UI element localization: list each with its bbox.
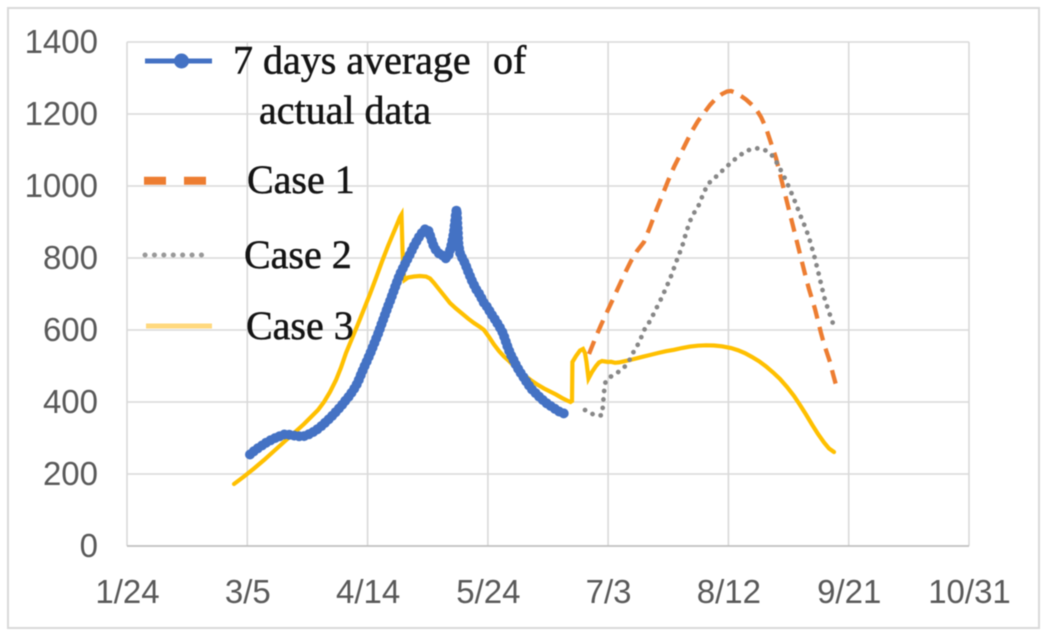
svg-text:1400: 1400 — [25, 23, 98, 60]
svg-text:Case 1: Case 1 — [247, 157, 355, 202]
svg-text:1200: 1200 — [25, 95, 98, 132]
svg-text:Case 2: Case 2 — [244, 232, 352, 277]
svg-text:200: 200 — [43, 455, 98, 492]
svg-text:actual data: actual data — [259, 88, 431, 133]
svg-text:9/21: 9/21 — [817, 573, 881, 610]
svg-text:400: 400 — [43, 383, 98, 420]
svg-text:0: 0 — [80, 527, 98, 564]
svg-text:3/5: 3/5 — [225, 573, 271, 610]
svg-text:4/14: 4/14 — [336, 573, 400, 610]
svg-text:7/3: 7/3 — [586, 573, 632, 610]
svg-text:5/24: 5/24 — [456, 573, 520, 610]
svg-text:7 days average: 7 days average — [233, 38, 471, 83]
svg-text:600: 600 — [43, 311, 98, 348]
svg-text:1/24: 1/24 — [95, 573, 159, 610]
svg-text:10/31: 10/31 — [928, 573, 1011, 610]
svg-text:800: 800 — [43, 239, 98, 276]
svg-text:1000: 1000 — [25, 167, 98, 204]
svg-text:Case 3: Case 3 — [246, 303, 354, 348]
svg-text:8/12: 8/12 — [697, 573, 761, 610]
svg-text:of: of — [493, 38, 527, 83]
